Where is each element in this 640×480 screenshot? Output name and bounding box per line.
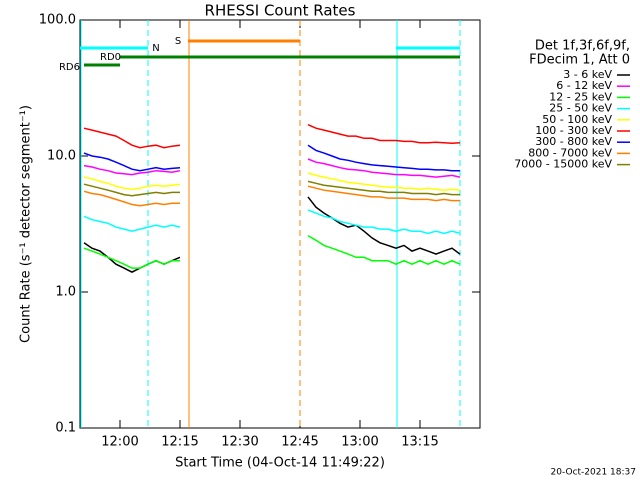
x-tick-label: 12:30 — [221, 435, 258, 450]
legend-label: 100 - 300 keV — [535, 124, 612, 137]
series-line — [83, 234, 461, 269]
legend-title: Det 1f,3f,6f,9f, — [535, 39, 630, 54]
series-line — [83, 144, 460, 172]
x-tick-label: 13:00 — [341, 435, 378, 450]
marker-label: RD0 — [100, 52, 121, 63]
series-line — [83, 158, 461, 178]
y-tick-label: 0.1 — [55, 421, 76, 436]
marker-label: S — [175, 36, 181, 47]
legend-label: 6 - 12 keV — [556, 79, 612, 92]
marker-label: RD6 — [59, 62, 80, 73]
series-line — [83, 172, 461, 191]
series-line — [83, 185, 460, 207]
series-line — [83, 209, 461, 235]
series-line — [83, 180, 460, 197]
x-tick-label: 12:15 — [161, 435, 198, 450]
series-line — [83, 124, 461, 149]
y-tick-label: 10.0 — [47, 149, 76, 164]
legend-label: 25 - 50 keV — [549, 102, 612, 115]
x-axis-label: Start Time (04-Oct-14 11:49:22) — [175, 456, 385, 471]
legend-label: 3 - 6 keV — [563, 68, 612, 81]
legend-label: 800 - 7000 keV — [528, 146, 612, 159]
legend-label: 50 - 100 keV — [542, 113, 612, 126]
x-tick-label: 12:45 — [281, 435, 318, 450]
y-axis-label: Count Rate (s⁻¹ detector segment⁻¹) — [19, 105, 34, 343]
y-tick-label: 100.0 — [39, 13, 76, 28]
footer: 20-Oct-2021 18:37 — [551, 468, 636, 478]
legend-label: 300 - 800 keV — [535, 135, 612, 148]
x-tick-label: 13:15 — [401, 435, 438, 450]
legend-label: 7000 - 15000 keV — [514, 158, 612, 171]
marker-label: N — [152, 43, 159, 54]
x-tick-label: 12:00 — [101, 435, 138, 450]
y-tick-label: 1.0 — [55, 285, 76, 300]
legend-label: 12 - 25 keV — [549, 90, 612, 103]
plot-frame — [79, 19, 481, 429]
legend-title: FDecim 1, Att 0 — [529, 53, 630, 68]
chart-title: RHESSI Count Rates — [205, 2, 356, 20]
